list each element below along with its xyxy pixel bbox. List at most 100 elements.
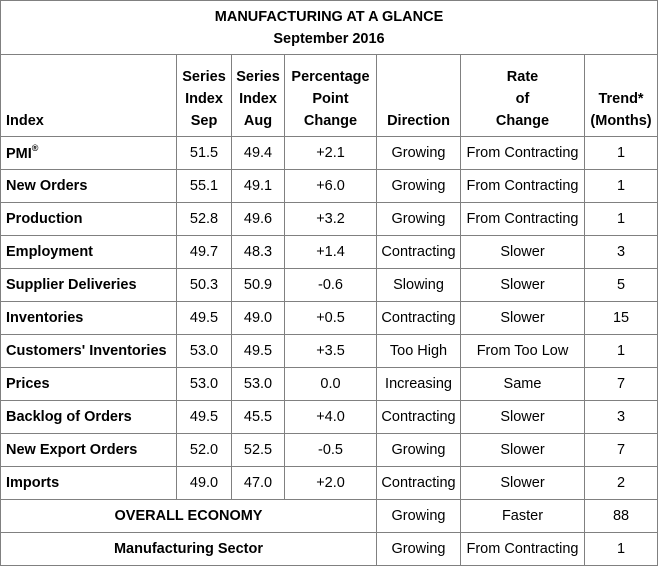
rate-cell: Slower bbox=[460, 301, 585, 335]
table-row: PMI® 51.5 49.4 +2.1 Growing From Contrac… bbox=[0, 136, 658, 170]
direction-cell: Increasing bbox=[376, 367, 461, 401]
index-cell: PMI® bbox=[0, 136, 177, 170]
aug-cell: 49.1 bbox=[231, 169, 285, 203]
direction-cell: Growing bbox=[376, 169, 461, 203]
trend-cell: 1 bbox=[583, 169, 658, 203]
direction-cell: Contracting bbox=[376, 466, 461, 500]
aug-cell: 50.9 bbox=[231, 268, 285, 302]
aug-cell: 48.3 bbox=[231, 235, 285, 269]
trend-cell: 7 bbox=[583, 433, 658, 467]
change-cell: +2.0 bbox=[284, 466, 377, 500]
sep-cell: 49.5 bbox=[176, 301, 232, 335]
index-label: PMI bbox=[6, 145, 32, 162]
header-row: Index Series Index Sep Series Index Aug … bbox=[0, 54, 658, 137]
direction-cell: Too High bbox=[376, 334, 461, 368]
aug-cell: 49.0 bbox=[231, 301, 285, 335]
index-cell: Backlog of Orders bbox=[0, 400, 177, 434]
direction-cell: Growing bbox=[376, 499, 461, 533]
change-cell: +4.0 bbox=[284, 400, 377, 434]
header-aug-line-3: Aug bbox=[243, 113, 273, 129]
summary-label: Manufacturing Sector bbox=[0, 532, 377, 566]
header-direction: Direction bbox=[376, 54, 461, 137]
trend-cell: 1 bbox=[583, 334, 658, 368]
header-rate-line-3: Change bbox=[495, 113, 550, 129]
trend-cell: 88 bbox=[583, 499, 658, 533]
trend-cell: 3 bbox=[583, 235, 658, 269]
rate-cell: From Contracting bbox=[460, 169, 585, 203]
summary-row-manufacturing-sector: Manufacturing Sector Growing From Contra… bbox=[0, 532, 658, 566]
trend-cell: 1 bbox=[583, 202, 658, 236]
change-cell: +3.2 bbox=[284, 202, 377, 236]
header-series-sep: Series Index Sep bbox=[176, 54, 232, 137]
rate-cell: Faster bbox=[460, 499, 585, 533]
table-row: Prices 53.0 53.0 0.0 Increasing Same 7 bbox=[0, 367, 658, 401]
change-cell: +3.5 bbox=[284, 334, 377, 368]
sep-cell: 49.5 bbox=[176, 400, 232, 434]
table-row: New Orders 55.1 49.1 +6.0 Growing From C… bbox=[0, 169, 658, 203]
aug-cell: 49.4 bbox=[231, 136, 285, 170]
aug-cell: 45.5 bbox=[231, 400, 285, 434]
trend-cell: 5 bbox=[583, 268, 658, 302]
aug-cell: 49.6 bbox=[231, 202, 285, 236]
index-cell: New Orders bbox=[0, 169, 177, 203]
trend-cell: 2 bbox=[583, 466, 658, 500]
title-line-2: September 2016 bbox=[273, 30, 385, 47]
table-row: Employment 49.7 48.3 +1.4 Contracting Sl… bbox=[0, 235, 658, 269]
header-aug-line-1: Series bbox=[236, 69, 280, 85]
direction-cell: Growing bbox=[376, 136, 461, 170]
sep-cell: 51.5 bbox=[176, 136, 232, 170]
rate-cell: Slower bbox=[460, 433, 585, 467]
header-change-line-1: Percentage bbox=[291, 69, 370, 85]
rate-cell: Slower bbox=[460, 466, 585, 500]
index-cell: New Export Orders bbox=[0, 433, 177, 467]
header-sep-line-1: Series bbox=[182, 69, 226, 85]
header-rate-line-2: of bbox=[515, 91, 530, 107]
sep-cell: 52.8 bbox=[176, 202, 232, 236]
header-sep-line-3: Sep bbox=[190, 113, 218, 129]
rate-cell: Slower bbox=[460, 268, 585, 302]
direction-cell: Contracting bbox=[376, 301, 461, 335]
change-cell: +2.1 bbox=[284, 136, 377, 170]
table-row: Production 52.8 49.6 +3.2 Growing From C… bbox=[0, 202, 658, 236]
registered-mark: ® bbox=[31, 143, 39, 154]
header-series-aug: Series Index Aug bbox=[231, 54, 285, 137]
trend-cell: 3 bbox=[583, 400, 658, 434]
aug-cell: 47.0 bbox=[231, 466, 285, 500]
header-change-line-3: Change bbox=[303, 113, 358, 129]
sep-cell: 55.1 bbox=[176, 169, 232, 203]
direction-cell: Growing bbox=[376, 532, 461, 566]
header-change: Percentage Point Change bbox=[284, 54, 377, 137]
summary-row-overall-economy: OVERALL ECONOMY Growing Faster 88 bbox=[0, 499, 658, 533]
rate-cell: From Contracting bbox=[460, 202, 585, 236]
summary-label: OVERALL ECONOMY bbox=[0, 499, 377, 533]
index-cell: Customers' Inventories bbox=[0, 334, 177, 368]
index-cell: Production bbox=[0, 202, 177, 236]
change-cell: +1.4 bbox=[284, 235, 377, 269]
table-row: Supplier Deliveries 50.3 50.9 -0.6 Slowi… bbox=[0, 268, 658, 302]
change-cell: +6.0 bbox=[284, 169, 377, 203]
header-rate: Rate of Change bbox=[460, 54, 585, 137]
direction-cell: Contracting bbox=[376, 235, 461, 269]
rate-cell: Same bbox=[460, 367, 585, 401]
change-cell: 0.0 bbox=[284, 367, 377, 401]
rate-cell: Slower bbox=[460, 400, 585, 434]
header-trend-line-2: (Months) bbox=[590, 113, 652, 129]
aug-cell: 52.5 bbox=[231, 433, 285, 467]
trend-cell: 15 bbox=[583, 301, 658, 335]
table-row: Imports 49.0 47.0 +2.0 Contracting Slowe… bbox=[0, 466, 658, 500]
index-cell: Employment bbox=[0, 235, 177, 269]
index-cell: Imports bbox=[0, 466, 177, 500]
change-cell: -0.6 bbox=[284, 268, 377, 302]
sep-cell: 49.7 bbox=[176, 235, 232, 269]
sep-cell: 50.3 bbox=[176, 268, 232, 302]
table-row: New Export Orders 52.0 52.5 -0.5 Growing… bbox=[0, 433, 658, 467]
sep-cell: 49.0 bbox=[176, 466, 232, 500]
header-sep-line-2: Index bbox=[185, 91, 223, 107]
header-trend-line-1: Trend* bbox=[598, 91, 644, 107]
trend-cell: 7 bbox=[583, 367, 658, 401]
direction-cell: Growing bbox=[376, 202, 461, 236]
change-cell: -0.5 bbox=[284, 433, 377, 467]
rate-cell: From Contracting bbox=[460, 136, 585, 170]
table-row: Customers' Inventories 53.0 49.5 +3.5 To… bbox=[0, 334, 658, 368]
header-trend: Trend* (Months) bbox=[583, 54, 658, 137]
